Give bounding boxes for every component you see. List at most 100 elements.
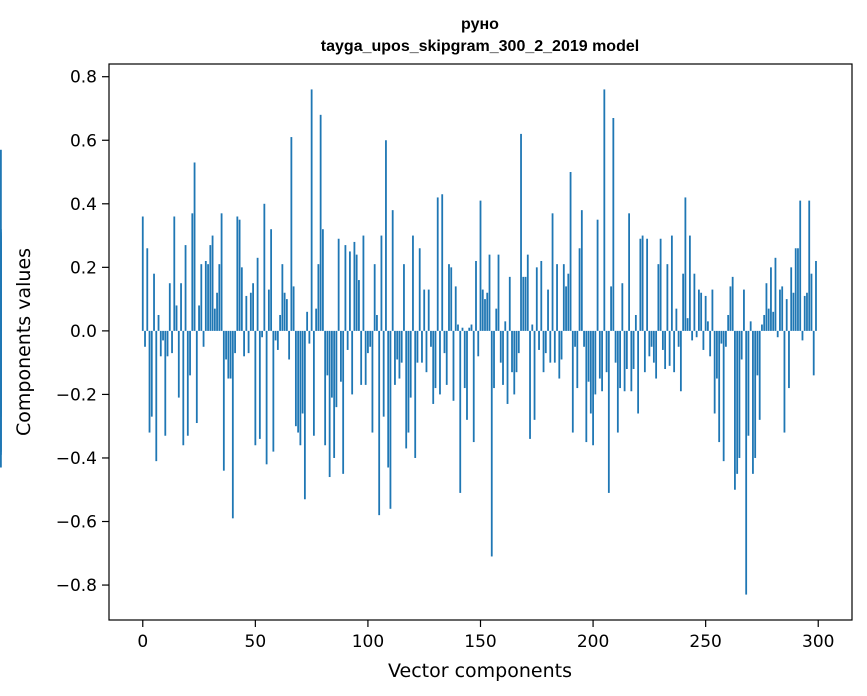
bar-254 <box>713 330 716 414</box>
bar-169 <box>522 276 525 331</box>
bar-84 <box>331 330 333 398</box>
bar-231 <box>661 330 664 350</box>
bar-218 <box>632 330 635 370</box>
bar-142 <box>461 327 464 331</box>
bar-116 <box>403 264 405 331</box>
bar-34 <box>218 264 221 331</box>
bar-52 <box>258 330 261 439</box>
bar-298 <box>812 330 815 376</box>
bar-88 <box>340 330 342 382</box>
bar-297 <box>810 273 813 331</box>
bar-235 <box>670 235 673 331</box>
bar-49 <box>252 283 254 331</box>
bar-188 <box>565 286 567 331</box>
bar-173 <box>531 324 534 331</box>
bar-174 <box>533 330 536 420</box>
bar-182 <box>551 213 554 331</box>
y-tick-label: 0.6 <box>70 131 97 151</box>
bar-200 <box>592 330 594 446</box>
bar-10 <box>164 330 167 436</box>
bar-96 <box>358 280 360 331</box>
bar-54 <box>263 203 266 331</box>
bar-286 <box>785 299 788 331</box>
bar-50 <box>254 330 257 446</box>
bar-248 <box>700 292 703 331</box>
bar-261 <box>729 286 732 331</box>
bar-70 <box>299 330 302 446</box>
bar-268 <box>745 330 748 595</box>
bar-75 <box>310 89 313 331</box>
bar-63 <box>283 292 286 331</box>
bar-117 <box>405 330 408 449</box>
bar-45 <box>243 330 245 357</box>
bar-247 <box>698 289 700 331</box>
bar-274 <box>758 330 761 420</box>
bar-234 <box>668 330 671 366</box>
bar-170 <box>524 276 527 331</box>
bar-197 <box>585 330 588 443</box>
bar-228 <box>655 330 658 379</box>
bar-67 <box>292 286 295 331</box>
bar-119 <box>409 330 412 398</box>
bar-122 <box>416 330 419 363</box>
bar-111 <box>391 210 394 331</box>
bar-181 <box>549 330 552 363</box>
bar-253 <box>711 289 714 331</box>
bar-22 <box>191 213 194 331</box>
bar-107 <box>382 330 385 417</box>
bar-243 <box>688 235 691 331</box>
bar-195 <box>580 210 583 331</box>
bar-147 <box>472 330 475 443</box>
bar-146 <box>470 324 473 331</box>
bar-79 <box>319 114 322 331</box>
y-tick-label: 0.8 <box>70 68 97 88</box>
bar-121 <box>414 330 417 458</box>
bar-255 <box>716 330 718 379</box>
bar-72 <box>303 330 306 500</box>
bar-230 <box>659 238 662 331</box>
bar-76 <box>312 330 315 436</box>
bar-129 <box>432 330 435 404</box>
bar-216 <box>628 213 630 331</box>
bar-245 <box>693 273 696 331</box>
bar-227 <box>652 330 655 363</box>
bar-223 <box>643 330 646 373</box>
bar-149 <box>477 330 480 357</box>
bar-31 <box>211 235 214 331</box>
bar-273 <box>756 330 759 376</box>
bar-137 <box>450 267 453 331</box>
bar-36 <box>222 330 225 471</box>
bar-251 <box>707 321 709 331</box>
bar-272 <box>754 330 757 458</box>
y-tick-label: −0.2 <box>56 385 97 405</box>
bar-35 <box>220 213 223 331</box>
bar-290 <box>794 248 797 331</box>
bar-59 <box>274 330 277 341</box>
bar-264 <box>736 330 739 474</box>
bar-135 <box>445 330 448 385</box>
bar-141 <box>459 330 462 493</box>
bar-18 <box>182 330 185 446</box>
bar-125 <box>423 289 426 331</box>
bar-160 <box>502 330 504 385</box>
bar-42 <box>236 216 239 331</box>
bar-47 <box>247 330 250 354</box>
bar-168 <box>520 133 522 331</box>
bar-205 <box>603 89 606 331</box>
bar-92 <box>349 251 351 331</box>
bar-132 <box>439 330 441 395</box>
bar-25 <box>198 305 200 331</box>
chart-subtitle: tayga_upos_skipgram_300_2_2019 model <box>321 38 639 55</box>
bar-166 <box>515 330 518 373</box>
bar-252 <box>709 330 712 357</box>
bar-123 <box>418 248 421 331</box>
bar-158 <box>497 254 500 331</box>
bar-30 <box>209 245 212 331</box>
bar-283 <box>779 289 781 331</box>
bar-198 <box>587 330 590 382</box>
bar-136 <box>448 264 450 331</box>
bar-105 <box>378 330 381 516</box>
bar-97 <box>360 330 363 385</box>
bar-153 <box>486 292 489 331</box>
bar-222 <box>641 235 644 331</box>
